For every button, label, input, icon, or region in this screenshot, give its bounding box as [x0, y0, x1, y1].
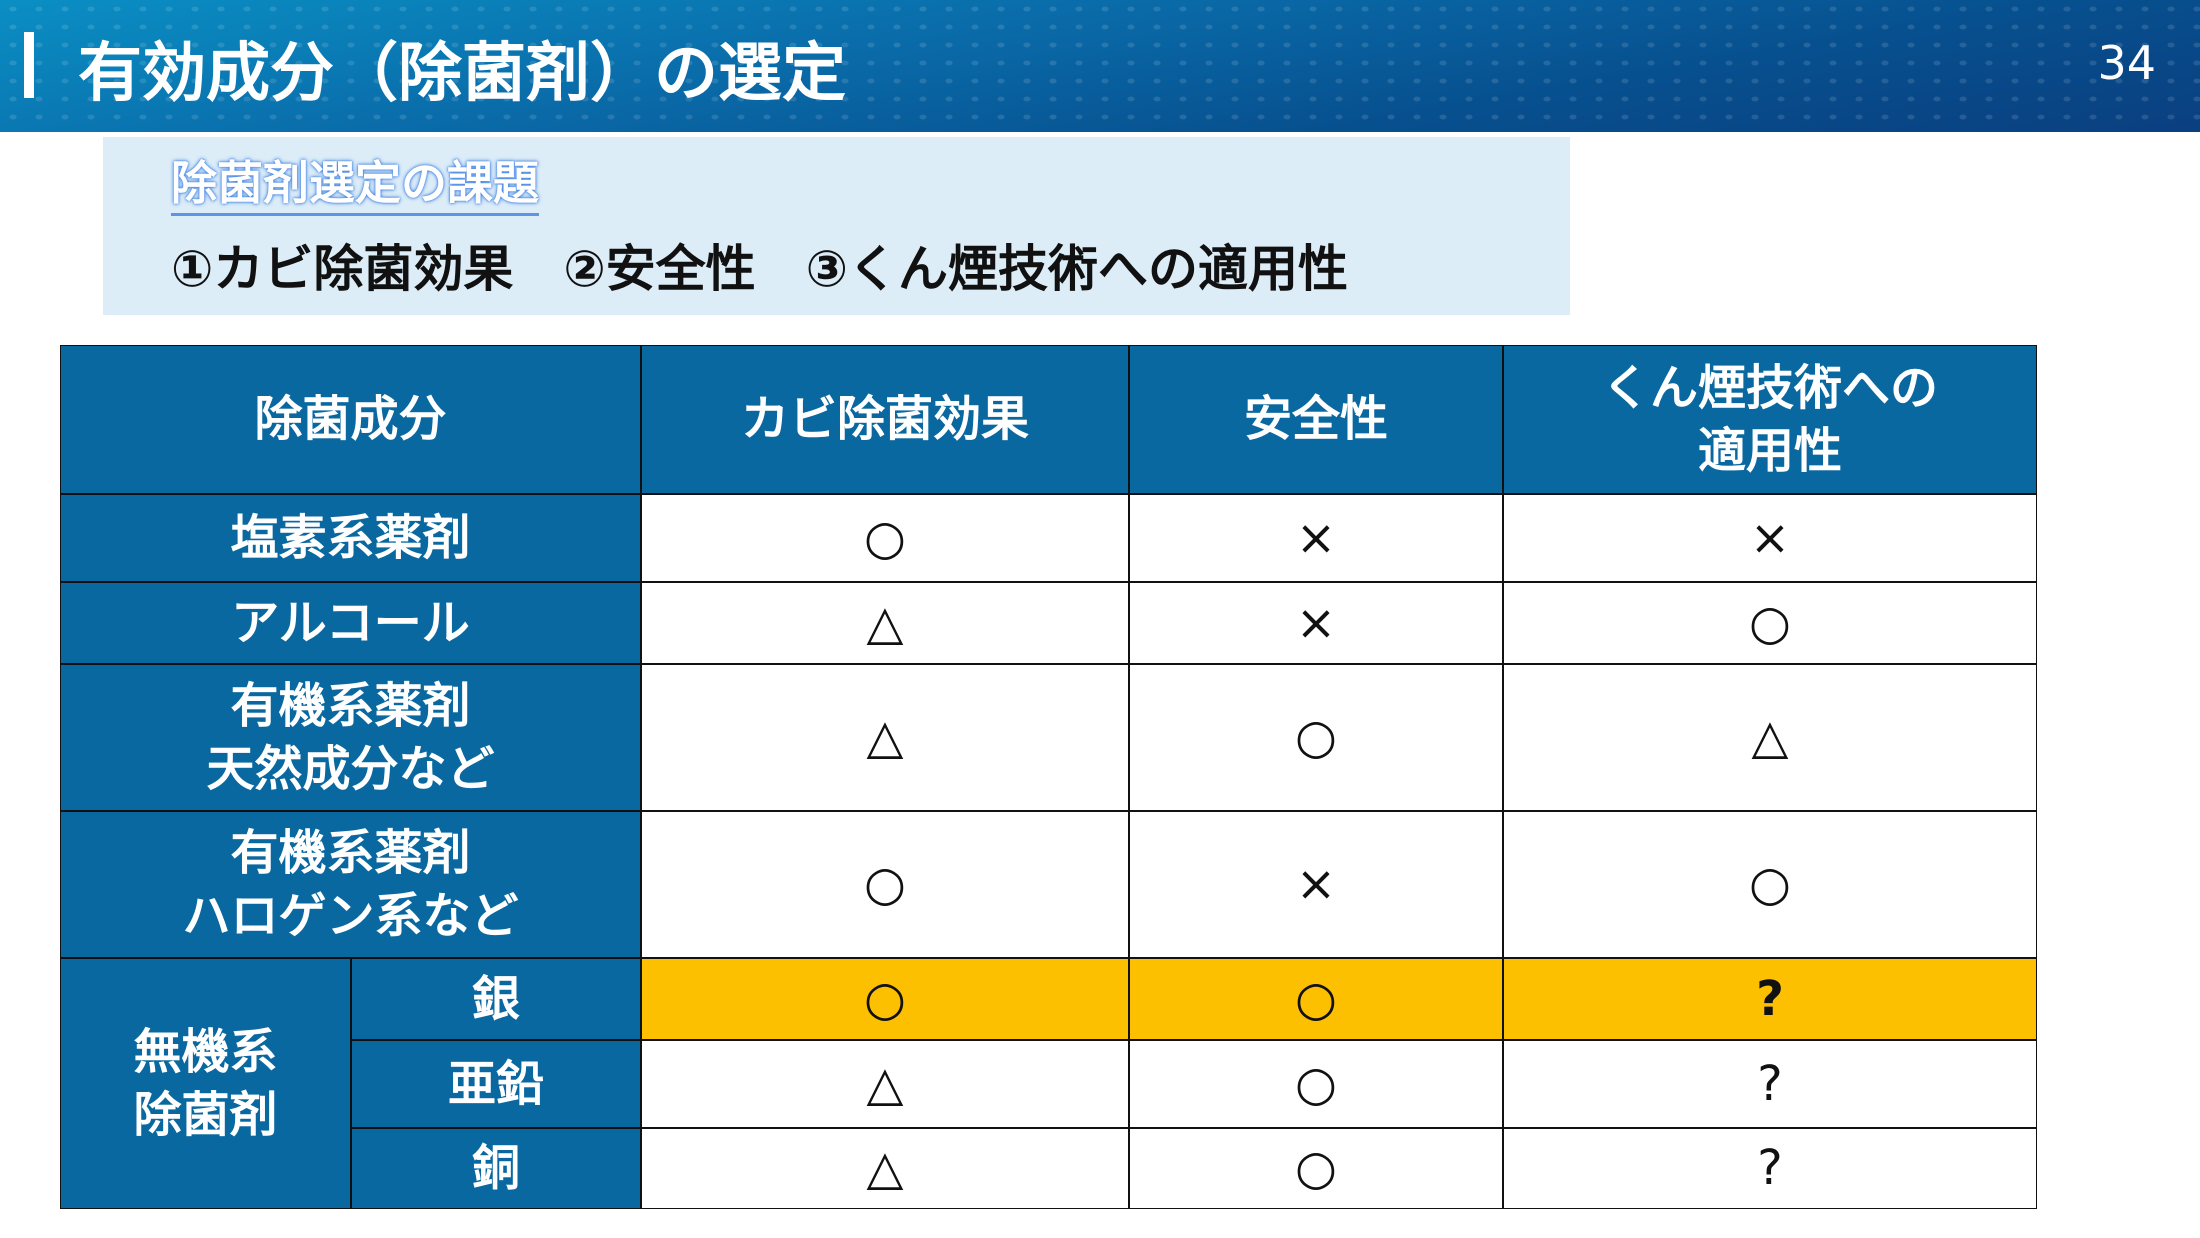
column-header: 安全性 [1129, 345, 1503, 494]
group-header: 無機系 除菌剤 [60, 958, 351, 1209]
row-header: アルコール [60, 582, 641, 664]
table-cell: ○ [1129, 958, 1503, 1040]
row-header: 有機系薬剤 ハロゲン系など [60, 811, 641, 958]
table-cell: ? [1503, 958, 2037, 1040]
table-cell: △ [641, 1128, 1129, 1209]
slide-header [0, 0, 2200, 132]
table-cell: ○ [1129, 1040, 1503, 1128]
issues-heading: 除菌剤選定の課題 [171, 147, 539, 216]
table-cell: ○ [641, 494, 1129, 582]
column-header: カビ除菌効果 [641, 345, 1129, 494]
table-cell: ○ [1503, 811, 2037, 958]
table-cell: × [1129, 582, 1503, 664]
column-header: くん煙技術への 適用性 [1503, 345, 2037, 494]
table-cell: × [1129, 811, 1503, 958]
title-accent-bar [24, 32, 34, 98]
table-cell: ○ [641, 958, 1129, 1040]
row-header: 有機系薬剤 天然成分など [60, 664, 641, 811]
table-cell: ○ [1503, 582, 2037, 664]
issues-box: 除菌剤選定の課題 ①カビ除菌効果 ②安全性 ③くん煙技術への適用性 [103, 137, 1570, 315]
table-cell: × [1503, 494, 2037, 582]
issues-list: ①カビ除菌効果 ②安全性 ③くん煙技術への適用性 [171, 240, 1349, 298]
table-cell: ○ [1129, 1128, 1503, 1209]
table-cell: △ [641, 664, 1129, 811]
page-number: 34 [2097, 36, 2156, 90]
table-cell: △ [1503, 664, 2037, 811]
table-cell: ? [1503, 1040, 2037, 1128]
table-cell: ○ [641, 811, 1129, 958]
row-header: 亜鉛 [351, 1040, 641, 1128]
row-header: 銅 [351, 1128, 641, 1209]
table-cell: ○ [1129, 664, 1503, 811]
table-cell: △ [641, 1040, 1129, 1128]
table-cell: △ [641, 582, 1129, 664]
column-header: 除菌成分 [60, 345, 641, 494]
slide-title: 有効成分（除菌剤）の選定 [78, 37, 846, 111]
table-cell: ? [1503, 1128, 2037, 1209]
row-header: 銀 [351, 958, 641, 1040]
row-header: 塩素系薬剤 [60, 494, 641, 582]
table-cell: × [1129, 494, 1503, 582]
